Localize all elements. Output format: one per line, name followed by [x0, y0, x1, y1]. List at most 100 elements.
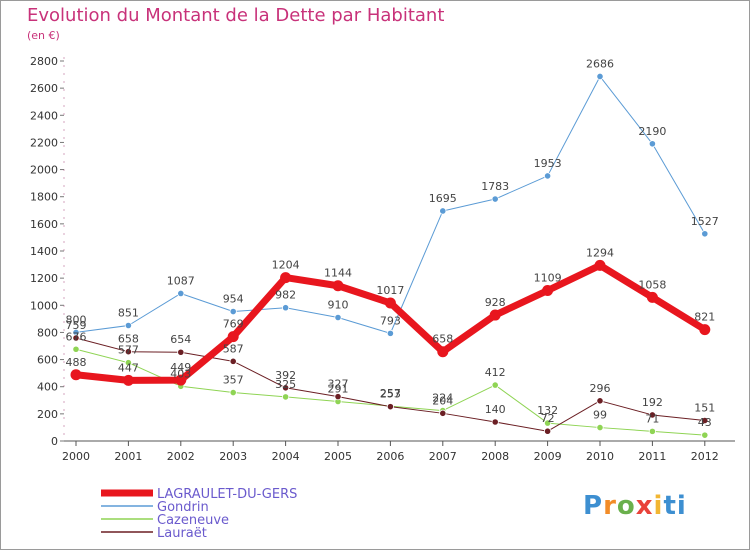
data-label: 982 [275, 289, 296, 302]
x-tick-label: 2002 [167, 450, 195, 463]
data-point [124, 359, 133, 367]
data-point [384, 297, 396, 309]
data-point [491, 195, 499, 203]
x-tick-label: 2008 [481, 450, 509, 463]
data-label: 2686 [586, 57, 614, 70]
data-label: 357 [223, 374, 244, 387]
proxiti-logo: Proxiti [583, 491, 687, 521]
legend-label: LAGRAULET-DU-GERS [157, 487, 297, 502]
data-label: 296 [590, 382, 611, 395]
data-point [281, 393, 290, 401]
data-label: 658 [118, 333, 139, 346]
data-label: 1058 [638, 278, 666, 291]
data-label: 291 [328, 383, 349, 396]
y-tick-label: 2600 [30, 82, 58, 95]
data-point [701, 230, 709, 238]
data-label: 447 [118, 361, 139, 374]
data-point [332, 280, 344, 292]
legend-label: Gondrin [157, 500, 209, 515]
data-label: 151 [694, 402, 715, 415]
x-tick-label: 2010 [586, 450, 614, 463]
data-label: 1204 [272, 259, 300, 272]
data-label: 325 [275, 378, 296, 391]
data-label: 488 [66, 356, 87, 369]
x-tick-label: 2000 [62, 450, 90, 463]
data-label: 192 [642, 396, 663, 409]
data-point [596, 423, 604, 432]
data-label: 132 [537, 404, 558, 417]
data-point [334, 313, 342, 322]
data-point [543, 172, 552, 180]
data-label: 910 [328, 299, 349, 312]
data-label: 392 [275, 369, 296, 382]
y-tick-label: 1800 [30, 191, 58, 204]
data-label: 1017 [376, 284, 404, 297]
data-label: 1783 [481, 180, 509, 193]
legend-label: Cazeneuve [157, 513, 229, 528]
data-label: 2190 [638, 125, 666, 138]
x-tick-label: 2005 [324, 450, 352, 463]
data-point [543, 419, 552, 427]
y-tick-label: 2000 [30, 164, 58, 177]
x-tick-label: 2009 [534, 450, 562, 463]
y-tick-label: 1600 [30, 218, 58, 231]
data-point [229, 388, 237, 397]
data-point [439, 409, 447, 417]
y-tick-label: 2400 [30, 109, 58, 122]
data-point [491, 418, 499, 426]
data-point [281, 304, 290, 312]
data-label: 1294 [586, 246, 614, 259]
data-point [122, 374, 134, 386]
data-point [596, 72, 604, 81]
data-point [124, 348, 133, 356]
y-tick-label: 1400 [30, 245, 58, 258]
data-point [280, 272, 292, 284]
data-label: 800 [66, 313, 87, 326]
data-point [489, 309, 501, 321]
y-tick-label: 200 [37, 408, 58, 421]
data-point [437, 346, 449, 358]
y-tick-label: 1200 [30, 272, 58, 285]
data-label: 224 [432, 392, 453, 405]
data-point [648, 140, 657, 148]
chart-title: Evolution du Montant de la Dette par Hab… [27, 5, 445, 26]
chart-unit: (en €) [27, 29, 60, 42]
data-label: 1109 [534, 271, 562, 284]
data-label: 43 [698, 416, 712, 429]
data-point [594, 259, 606, 271]
data-point [386, 403, 394, 411]
data-point [596, 397, 604, 405]
data-label: 257 [380, 387, 401, 400]
data-label: 1695 [429, 192, 457, 205]
data-label: 253 [380, 388, 401, 401]
data-label: 99 [593, 409, 607, 422]
data-label: 412 [485, 366, 506, 379]
data-label: 587 [223, 342, 244, 355]
legend-label: Lauraët [157, 526, 207, 541]
data-point [124, 321, 133, 330]
data-label: 793 [380, 314, 401, 327]
x-tick-label: 2001 [114, 450, 142, 463]
y-tick-label: 1000 [30, 299, 58, 312]
x-tick-label: 2006 [376, 450, 404, 463]
data-point [542, 284, 554, 296]
data-point [701, 416, 709, 425]
data-point [229, 357, 237, 365]
data-label: 769 [223, 318, 244, 331]
data-point [491, 381, 499, 389]
y-tick-label: 400 [37, 381, 58, 394]
y-tick-label: 600 [37, 354, 58, 367]
data-label: 327 [328, 378, 349, 391]
data-label: 821 [694, 311, 715, 324]
data-label: 928 [485, 296, 506, 309]
data-label: 1953 [534, 157, 562, 170]
data-label: 759 [66, 319, 87, 332]
data-point [72, 334, 80, 342]
data-label: 403 [170, 367, 191, 380]
data-point [386, 329, 394, 337]
data-point [334, 393, 342, 401]
data-label: 449 [170, 361, 191, 374]
data-point [281, 384, 290, 392]
data-label: 204 [432, 394, 453, 407]
